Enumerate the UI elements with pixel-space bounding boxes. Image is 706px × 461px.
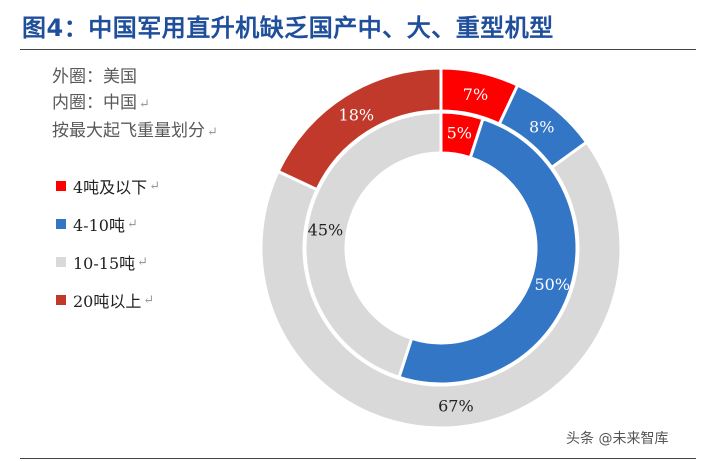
legend-swatch-1 [56,219,66,229]
legend-item-2: 10-15吨 ↵ [56,252,160,273]
inner-ring-slice-2 [303,110,443,380]
watermark: 头条 @未来智库 [566,431,669,447]
outer-ring-label-0: 7% [463,85,488,104]
top-divider [20,49,696,50]
legend-label-2: 10-15吨 [73,254,136,273]
legend-label-1: 4-10吨 [73,216,125,235]
chart-notes: 外圈：美国 内圈：中国 ↵ 按最大起飞重量划分 ↵ [52,64,218,146]
outer-ring-label-1: 8% [529,117,554,136]
note-weight-basis: 按最大起飞重量划分 ↵ [52,121,218,141]
outer-ring-label-3: 18% [339,106,375,125]
legend-item-1: 4-10吨 ↵ [56,214,160,235]
note-inner-ring: 内圈：中国 ↵ [52,93,150,113]
legend-item-3: 20吨以上 ↵ [56,290,160,311]
legend-swatch-3 [56,295,66,305]
inner-ring-slice-1 [397,116,579,386]
legend-item-0: 4吨及以下 ↵ [56,176,160,197]
legend-label-0: 4吨及以下 [73,178,148,197]
legend-swatch-2 [56,257,66,267]
chart-title: 图4：中国军用直升机缺乏国产中、大、重型机型 [22,14,554,42]
legend: 4吨及以下 ↵ 4-10吨 ↵ 10-15吨 ↵ 20吨以上 ↵ [56,176,160,328]
note-outer-ring: 外圈：美国 [52,67,137,87]
outer-ring-label-2: 67% [438,396,474,415]
legend-label-3: 20吨以上 [73,292,142,311]
bottom-divider [20,458,696,459]
inner-ring-label-2: 45% [308,221,344,240]
legend-swatch-0 [56,181,66,191]
inner-ring-label-1: 50% [534,275,570,294]
inner-ring-label-0: 5% [447,123,472,142]
